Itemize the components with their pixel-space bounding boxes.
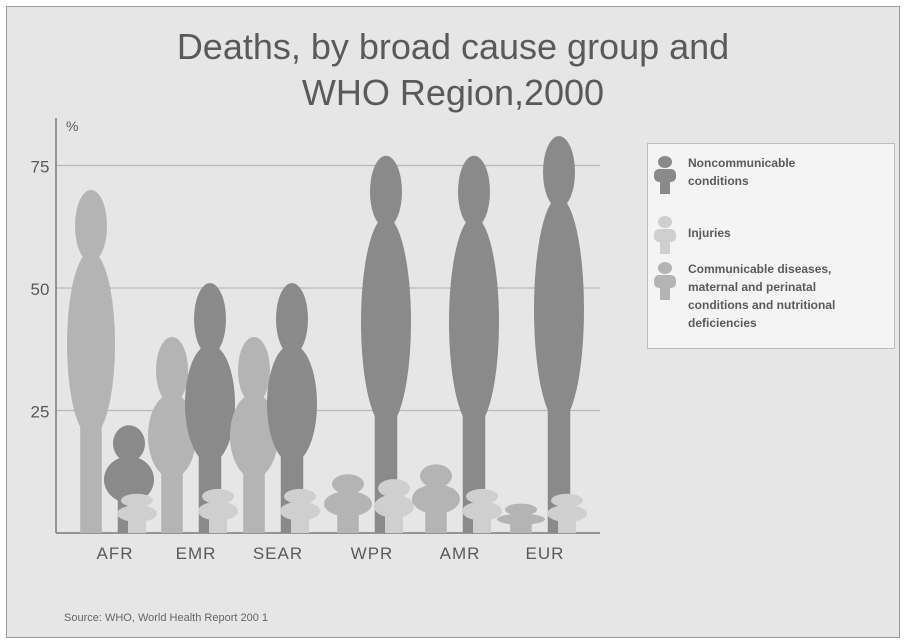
y-axis-label: % [66,118,78,134]
figure-noncommunicable-eur [534,136,584,533]
chart-title: Deaths, by broad cause group and WHO Reg… [0,24,906,116]
legend-label-noncommunicable: Noncommunicable conditions [688,156,796,188]
chart-title-line-2: WHO Region,2000 [301,72,605,113]
legend-label-communicable: Communicable diseases, maternal and peri… [688,262,836,330]
figure-injuries-afr [117,493,157,533]
figure-injuries-eur [547,493,587,533]
figure-communicable-emr [148,337,196,533]
source-note: Source: WHO, World Health Report 200 1 [64,612,268,624]
person-icon [654,156,676,194]
figure-communicable-amr [412,464,460,533]
figure-communicable-wpr [324,474,372,533]
x-tick-label: AFR [97,544,134,563]
y-tick-label: 50 [31,280,50,299]
figure-noncommunicable-amr [449,155,499,533]
person-icon [654,262,676,300]
figure-injuries-amr [462,488,502,533]
figure-communicable-sear [230,337,278,533]
x-tick-label: EUR [526,544,565,563]
legend: Noncommunicable conditions Injuries Comm… [647,143,895,349]
figure-communicable-eur [497,503,545,533]
x-tick-label: SEAR [253,544,303,563]
x-tick-label: EMR [176,544,217,563]
figure-noncommunicable-wpr [361,155,411,533]
figure-injuries-emr [198,488,238,533]
x-tick-label: AMR [440,544,481,563]
figure-injuries-sear [280,488,320,533]
y-tick-label: 75 [31,158,50,177]
legend-label-injuries: Injuries [688,226,731,240]
x-tick-label: WPR [351,544,394,563]
figure-injuries-wpr [374,479,414,533]
chart-title-line-1: Deaths, by broad cause group and [176,26,730,67]
y-tick-label: 25 [31,403,50,422]
person-icon [654,216,676,254]
figure-communicable-afr [67,190,115,533]
